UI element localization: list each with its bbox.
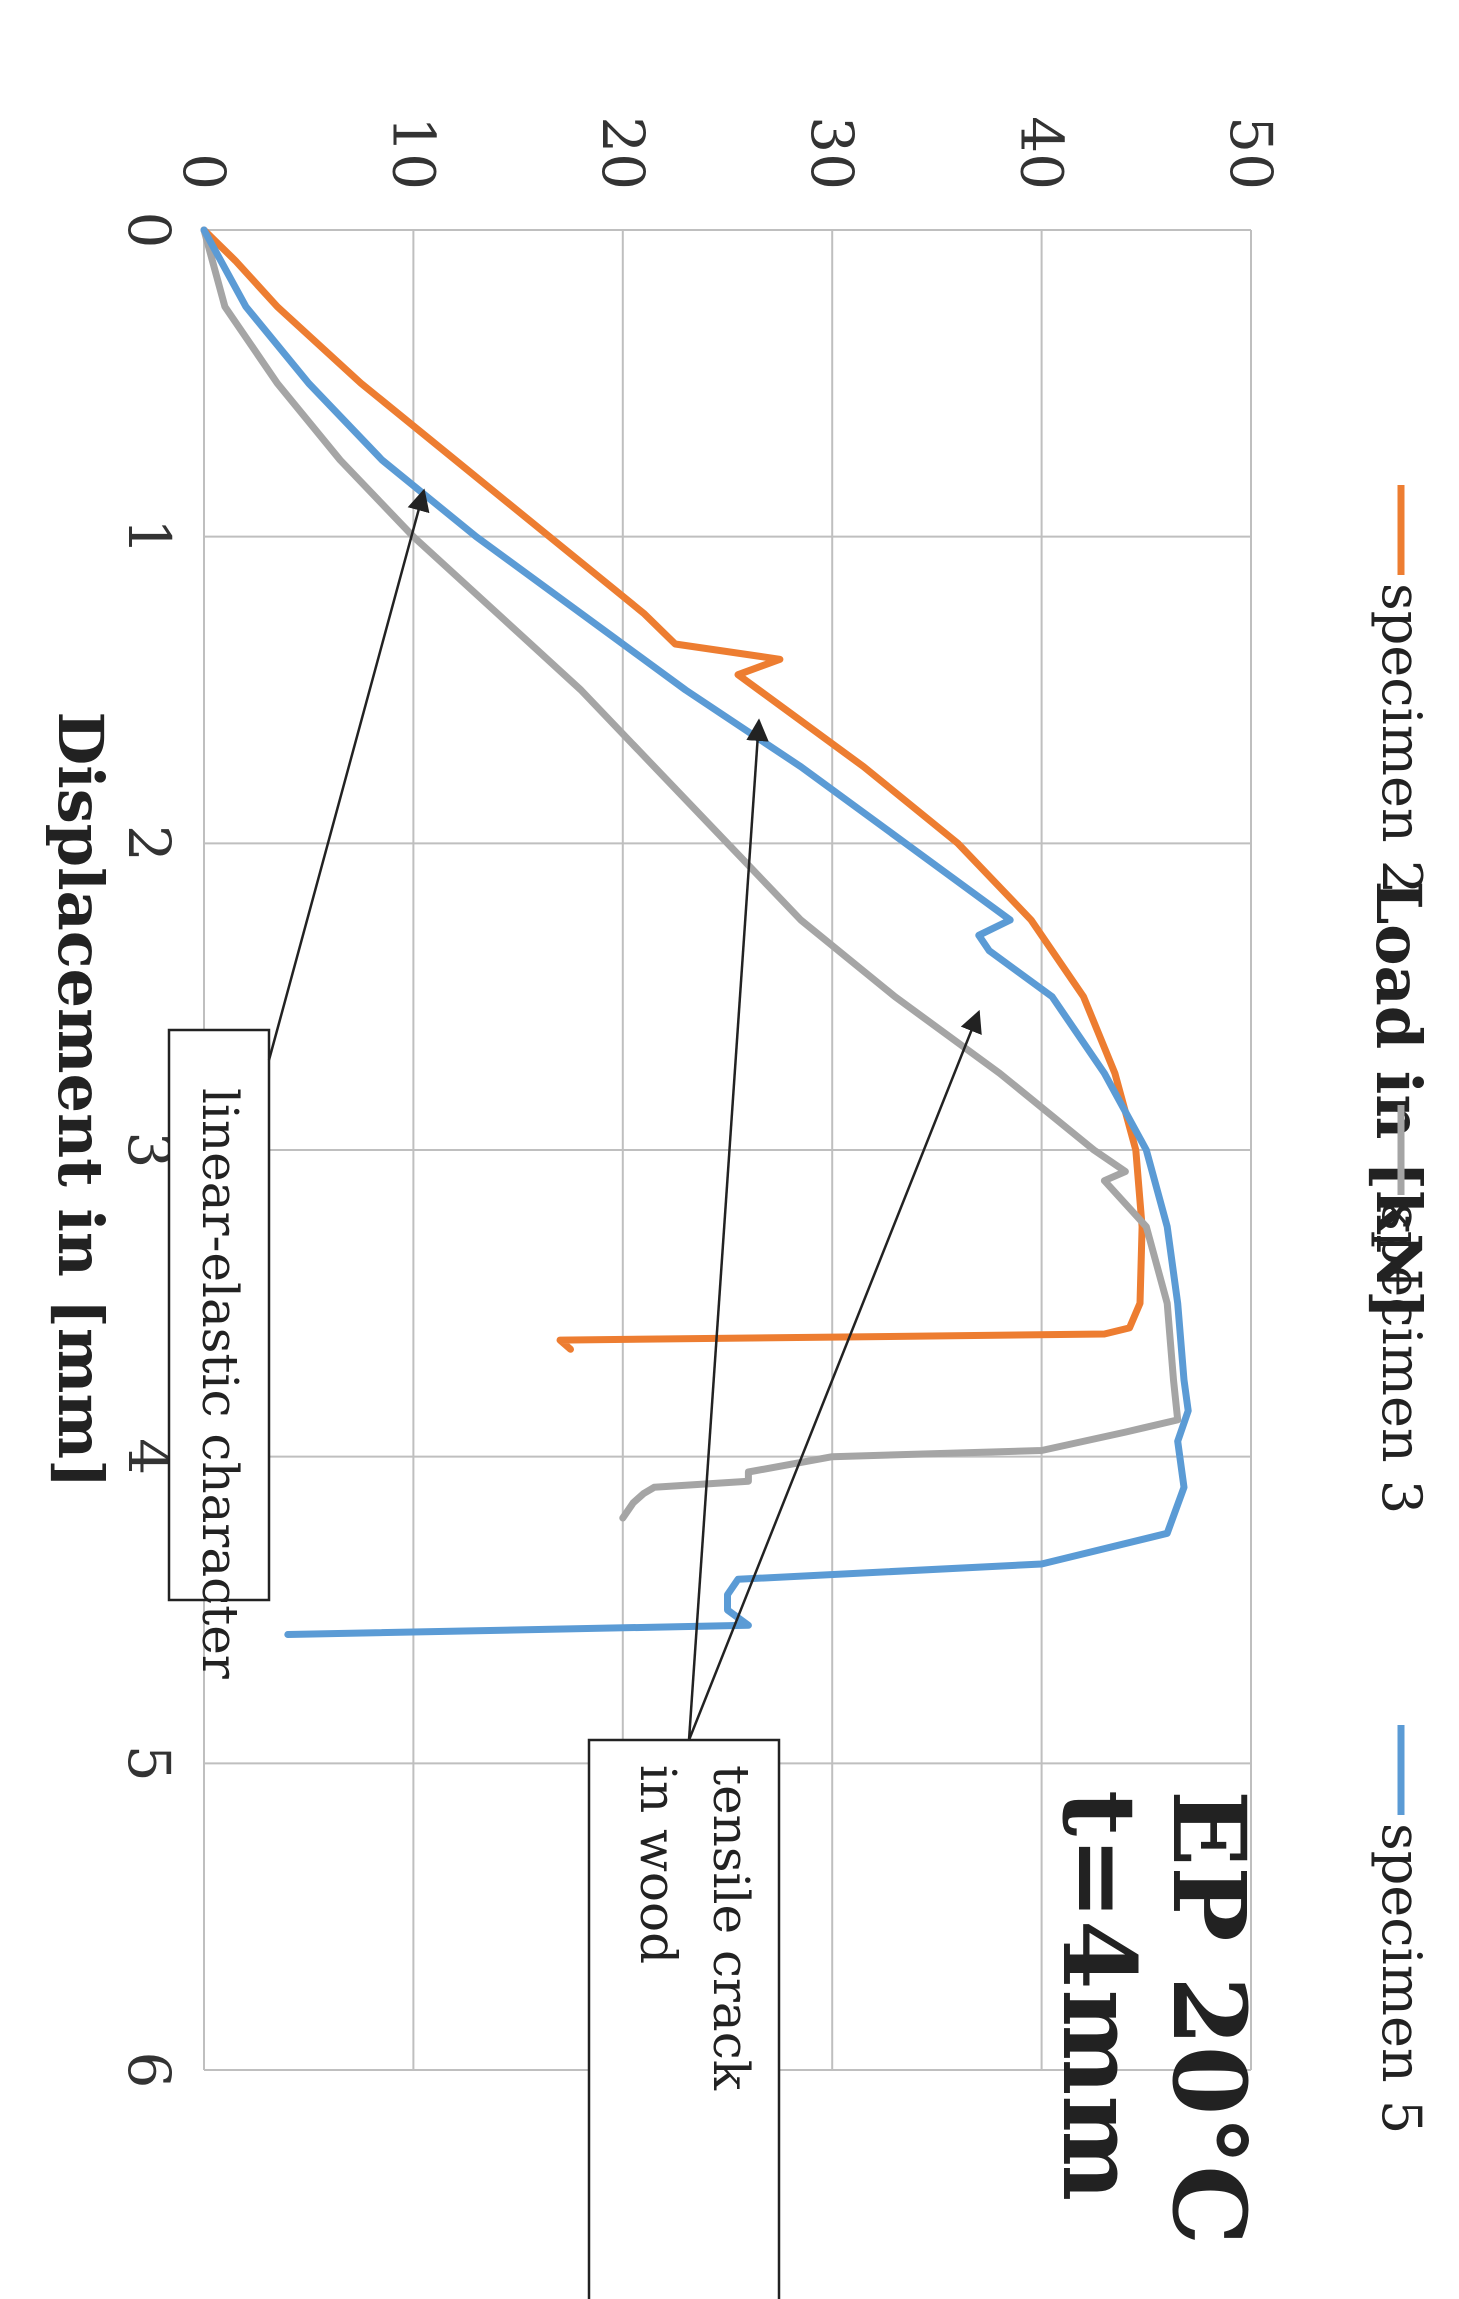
- annotation-linear-label: linear-elastic character: [191, 1088, 249, 1679]
- series-line-specimen-5: [200, 226, 1192, 1638]
- annotation-box-crack: [587, 1738, 781, 2299]
- y-axis-title: Load in [kN]: [1362, 881, 1435, 1320]
- x-tick-label: 2: [115, 825, 183, 862]
- annotation-crack-label-line1: tensile crack: [702, 1765, 760, 2091]
- legend-label: specimen 3: [1370, 1203, 1433, 1514]
- series-line-specimen-2: [200, 226, 1146, 1353]
- y-tick-label: 20: [589, 116, 657, 190]
- x-tick-label: 1: [115, 518, 183, 555]
- annotation-arrow-crack-0: [687, 718, 769, 1741]
- annotations: linear-elastic character tensile crack i…: [167, 488, 982, 2299]
- x-tick-label: 5: [115, 1745, 183, 1782]
- annotation-arrow-crack-1: [687, 1009, 982, 1741]
- x-tick-label: 0: [115, 212, 183, 249]
- chart-title: EP 20°C: [1150, 1790, 1268, 2245]
- legend: specimen 2 specimen 3 specimen 5: [1370, 485, 1433, 2134]
- y-tick-label: 50: [1217, 116, 1285, 190]
- y-tick-label: 0: [170, 153, 238, 190]
- annotation-arrow-linear: [267, 488, 430, 1061]
- series-lines: [200, 226, 1192, 1638]
- legend-label: specimen 5: [1370, 1823, 1433, 2134]
- y-tick-label: 10: [379, 116, 447, 190]
- y-tick-label: 30: [798, 116, 866, 190]
- legend-label: specimen 2: [1370, 583, 1433, 894]
- x-tick-label: 6: [115, 2052, 183, 2089]
- chart-subtitle: t=4mm: [1040, 1790, 1158, 2201]
- y-tick-label: 40: [1008, 116, 1076, 190]
- x-axis-title: Displacement in [mm]: [44, 712, 117, 1489]
- annotation-box-linear: [167, 1028, 271, 1602]
- annotation-crack-label-line2: in wood: [629, 1765, 687, 1964]
- series-line-specimen-3: [200, 226, 1182, 1522]
